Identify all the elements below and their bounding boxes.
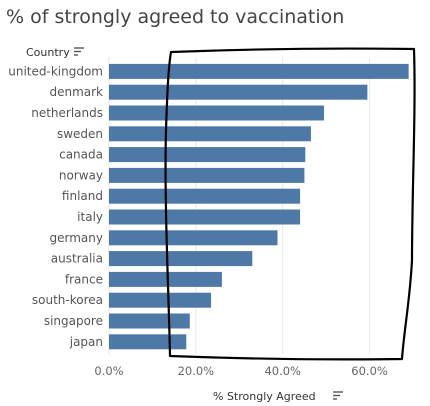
sort-icon[interactable] [333, 391, 343, 400]
bar-canada[interactable] [109, 147, 306, 163]
category-label-finland: finland [62, 189, 103, 203]
category-label-united-kingdom: united-kingdom [8, 64, 103, 78]
row-header-label: Country [26, 46, 70, 59]
category-label-sweden: sweden [57, 127, 103, 141]
bar-japan[interactable] [109, 334, 187, 350]
x-tick-label: 40.0% [264, 364, 301, 378]
bar-netherlands[interactable] [109, 105, 324, 121]
x-tick-label: 20.0% [178, 364, 215, 378]
sort-descending-icon[interactable] [74, 47, 84, 56]
bars [109, 63, 409, 350]
bar-italy[interactable] [109, 209, 301, 225]
bar-norway[interactable] [109, 167, 305, 183]
category-label-canada: canada [59, 148, 103, 162]
category-label-denmark: denmark [49, 85, 103, 99]
category-label-italy: italy [77, 210, 103, 224]
bar-finland[interactable] [109, 188, 301, 204]
chart-title: % of strongly agreed to vaccination [6, 6, 344, 28]
bar-south-korea[interactable] [109, 292, 212, 308]
bar-france[interactable] [109, 271, 222, 287]
category-label-france: france [65, 272, 103, 286]
x-axis-title: % Strongly Agreed [213, 390, 316, 403]
category-label-netherlands: netherlands [31, 106, 103, 120]
category-label-singapore: singapore [44, 314, 103, 328]
x-tick-label: 60.0% [351, 364, 388, 378]
x-axis-ticks: 0.0% 20.0% 40.0% 60.0% [94, 364, 388, 378]
x-tick-label: 0.0% [94, 364, 123, 378]
bar-germany[interactable] [109, 230, 278, 246]
bar-australia[interactable] [109, 251, 253, 267]
bar-denmark[interactable] [109, 84, 368, 100]
category-label-australia: australia [51, 252, 103, 266]
row-header[interactable]: Country [26, 46, 84, 59]
bar-sweden[interactable] [109, 126, 311, 142]
bar-singapore[interactable] [109, 313, 190, 329]
hand-drawn-annotation [164, 47, 416, 361]
bar-united-kingdom[interactable] [109, 63, 409, 79]
category-labels: united-kingdom denmark netherlands sweden ca… [8, 64, 103, 348]
category-label-japan: japan [69, 335, 103, 349]
category-label-south-korea: south-korea [32, 293, 103, 307]
x-axis-title-group[interactable]: % Strongly Agreed [213, 390, 343, 403]
gridlines [108, 57, 371, 355]
category-label-germany: germany [50, 231, 103, 245]
category-label-norway: norway [59, 168, 103, 182]
